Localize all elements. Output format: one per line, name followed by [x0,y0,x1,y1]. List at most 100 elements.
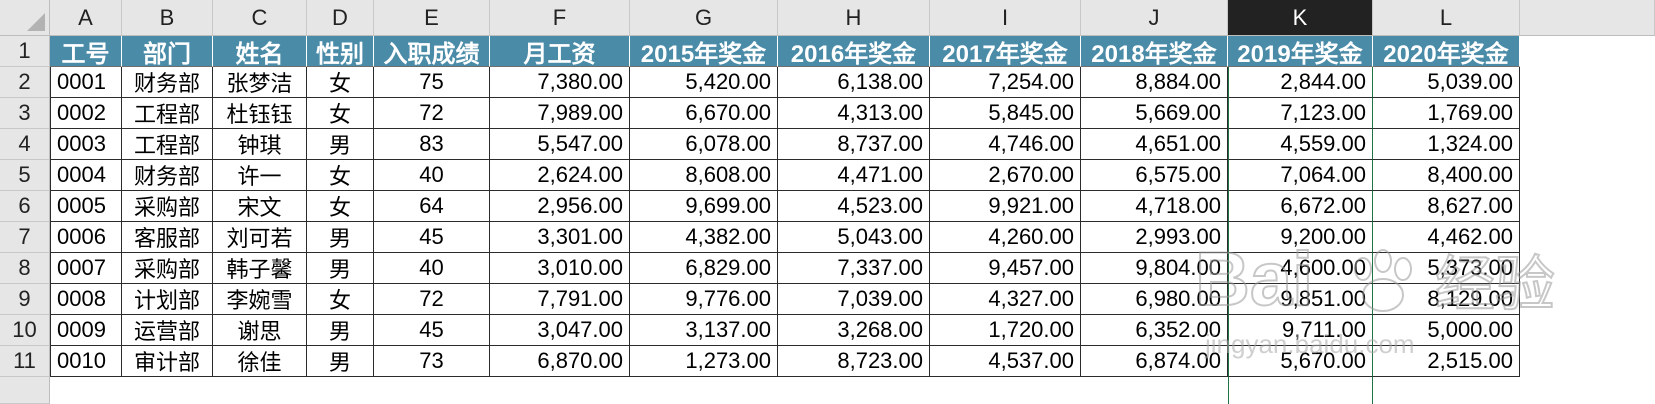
table-cell[interactable]: 4,260.00 [930,222,1081,253]
table-cell[interactable]: 4,559.00 [1228,129,1373,160]
table-cell[interactable]: 0002 [50,98,122,129]
table-cell[interactable]: 审计部 [122,346,213,377]
table-cell[interactable]: 7,380.00 [490,67,630,98]
table-cell[interactable]: 72 [374,284,490,315]
table-cell[interactable]: 4,746.00 [930,129,1081,160]
column-header-e[interactable]: E [374,0,490,36]
column-header-b[interactable]: B [122,0,213,36]
table-cell[interactable]: 2,844.00 [1228,67,1373,98]
table-cell[interactable]: 75 [374,67,490,98]
table-cell[interactable]: 工程部 [122,129,213,160]
table-cell[interactable]: 6,980.00 [1081,284,1228,315]
table-cell[interactable]: 女 [307,67,374,98]
table-cell[interactable]: 5,845.00 [930,98,1081,129]
table-cell[interactable]: 李婉雪 [213,284,307,315]
column-header-l[interactable]: L [1373,0,1520,36]
table-header-cell[interactable]: 入职成绩 [374,36,490,67]
table-cell[interactable]: 72 [374,98,490,129]
table-cell[interactable]: 杜钰钰 [213,98,307,129]
table-header-cell[interactable]: 月工资 [490,36,630,67]
table-cell[interactable]: 钟琪 [213,129,307,160]
table-cell[interactable]: 7,989.00 [490,98,630,129]
table-cell[interactable]: 9,699.00 [630,191,778,222]
table-cell[interactable]: 2,624.00 [490,160,630,191]
table-cell[interactable]: 采购部 [122,191,213,222]
table-cell[interactable]: 5,039.00 [1373,67,1520,98]
table-cell[interactable]: 2,670.00 [930,160,1081,191]
table-cell[interactable]: 9,804.00 [1081,253,1228,284]
table-cell[interactable]: 8,737.00 [778,129,930,160]
table-cell[interactable]: 5,547.00 [490,129,630,160]
table-cell[interactable]: 男 [307,222,374,253]
table-header-cell[interactable]: 工号 [50,36,122,67]
table-cell[interactable]: 73 [374,346,490,377]
table-cell[interactable]: 5,669.00 [1081,98,1228,129]
table-cell[interactable]: 3,301.00 [490,222,630,253]
table-cell[interactable]: 7,123.00 [1228,98,1373,129]
table-cell[interactable]: 1,720.00 [930,315,1081,346]
table-cell[interactable]: 40 [374,253,490,284]
table-cell[interactable]: 5,000.00 [1373,315,1520,346]
table-cell[interactable]: 2,993.00 [1081,222,1228,253]
row-header-next[interactable] [0,377,50,404]
table-cell[interactable]: 8,129.00 [1373,284,1520,315]
table-cell[interactable]: 财务部 [122,67,213,98]
table-cell[interactable]: 8,723.00 [778,346,930,377]
table-cell[interactable]: 6,874.00 [1081,346,1228,377]
table-cell[interactable]: 9,711.00 [1228,315,1373,346]
table-cell[interactable]: 男 [307,253,374,284]
table-cell[interactable]: 6,870.00 [490,346,630,377]
table-cell[interactable]: 女 [307,191,374,222]
column-header-blank[interactable] [1520,0,1655,36]
table-cell[interactable]: 财务部 [122,160,213,191]
table-cell[interactable]: 客服部 [122,222,213,253]
table-cell[interactable]: 韩子馨 [213,253,307,284]
table-header-cell[interactable]: 2017年奖金 [930,36,1081,67]
table-cell[interactable]: 6,078.00 [630,129,778,160]
column-header-c[interactable]: C [213,0,307,36]
table-cell[interactable]: 7,254.00 [930,67,1081,98]
table-cell[interactable]: 64 [374,191,490,222]
table-cell[interactable]: 7,791.00 [490,284,630,315]
table-cell[interactable]: 3,137.00 [630,315,778,346]
table-cell[interactable]: 采购部 [122,253,213,284]
table-cell[interactable]: 4,651.00 [1081,129,1228,160]
column-header-f[interactable]: F [490,0,630,36]
row-header-5[interactable]: 5 [0,160,50,191]
column-header-a[interactable]: A [50,0,122,36]
table-cell[interactable]: 徐佳 [213,346,307,377]
table-cell[interactable]: 4,382.00 [630,222,778,253]
table-cell[interactable]: 9,457.00 [930,253,1081,284]
table-cell[interactable]: 8,608.00 [630,160,778,191]
table-cell[interactable]: 6,352.00 [1081,315,1228,346]
table-cell[interactable]: 0001 [50,67,122,98]
table-header-cell[interactable]: 2016年奖金 [778,36,930,67]
row-header-3[interactable]: 3 [0,98,50,129]
table-cell[interactable]: 运营部 [122,315,213,346]
table-cell[interactable]: 9,851.00 [1228,284,1373,315]
table-cell[interactable]: 4,313.00 [778,98,930,129]
table-cell[interactable]: 5,670.00 [1228,346,1373,377]
table-cell[interactable]: 0005 [50,191,122,222]
table-cell[interactable]: 0003 [50,129,122,160]
table-header-cell[interactable]: 2018年奖金 [1081,36,1228,67]
table-cell[interactable]: 8,884.00 [1081,67,1228,98]
table-cell[interactable]: 女 [307,160,374,191]
row-header-8[interactable]: 8 [0,253,50,284]
table-cell[interactable]: 7,039.00 [778,284,930,315]
table-cell[interactable]: 2,515.00 [1373,346,1520,377]
table-cell[interactable]: 4,718.00 [1081,191,1228,222]
table-cell[interactable]: 4,327.00 [930,284,1081,315]
table-header-cell[interactable]: 2020年奖金 [1373,36,1520,67]
column-header-g[interactable]: G [630,0,778,36]
table-cell[interactable]: 8,627.00 [1373,191,1520,222]
table-cell[interactable]: 40 [374,160,490,191]
table-cell[interactable]: 6,138.00 [778,67,930,98]
table-cell[interactable]: 4,471.00 [778,160,930,191]
table-cell[interactable]: 1,324.00 [1373,129,1520,160]
table-cell[interactable]: 9,200.00 [1228,222,1373,253]
table-cell[interactable]: 刘可若 [213,222,307,253]
table-cell[interactable]: 4,523.00 [778,191,930,222]
table-cell[interactable]: 4,462.00 [1373,222,1520,253]
table-header-cell[interactable]: 部门 [122,36,213,67]
